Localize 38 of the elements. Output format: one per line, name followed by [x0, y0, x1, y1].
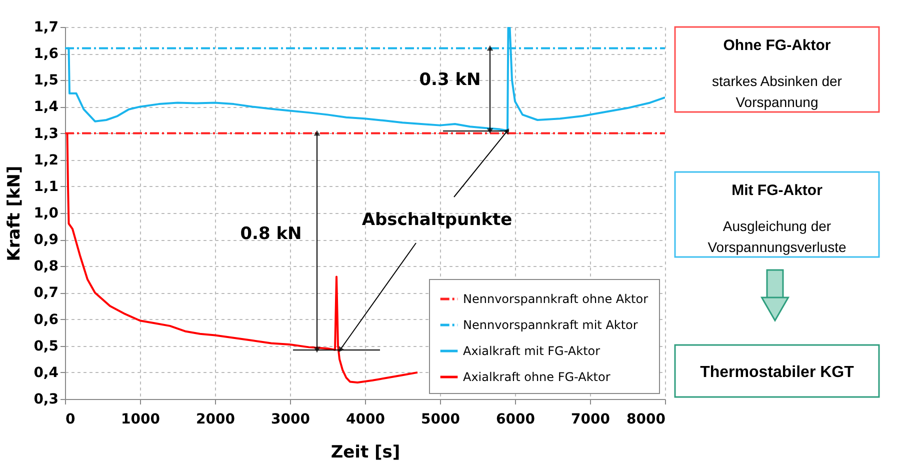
y-tick-label: 1,1 [34, 178, 58, 195]
annotation: 0.8 kN [240, 224, 302, 244]
text: Ausgleichung der Vorspannungsverluste [708, 218, 846, 255]
y-tick-label: 1,5 [34, 72, 58, 89]
y-axis-title: Kraft [kN] [4, 166, 25, 262]
x-tick-label: 3000 [271, 412, 310, 428]
x-tick-label: 4000 [346, 412, 386, 428]
y-tick-label: 1,6 [34, 46, 58, 62]
y-tick-label: 1,7 [34, 20, 58, 36]
x-tick-label: 8000 [626, 412, 666, 428]
y-tick-label: 0,8 [34, 258, 58, 275]
y-tick-label: 1,4 [34, 99, 59, 116]
legend-label: Nennvorspannkraft mit Aktor [463, 318, 638, 332]
x-tick-label: 7000 [571, 412, 610, 428]
y-tick-label: 0,3 [34, 392, 58, 408]
y-tick-label: 0,6 [34, 312, 58, 328]
text: Ohne FG-Aktor [723, 37, 831, 54]
annotation: 0.3 kN [419, 70, 481, 90]
legend-label: Nennvorspannkraft ohne Aktor [463, 292, 648, 306]
y-tick-label: 1,2 [34, 152, 58, 168]
y-tick-label: 0,7 [34, 285, 58, 302]
x-tick-label: 1000 [121, 412, 160, 428]
x-tick-label: 2000 [196, 412, 236, 428]
x-tick-label: 5000 [421, 412, 460, 428]
y-tick-label: 1,0 [34, 206, 59, 222]
legend-label: Axialkraft ohne FG-Aktor [463, 370, 610, 384]
annotation: Abschaltpunkte [362, 210, 512, 230]
text: Thermostabiler KGT [700, 364, 854, 381]
x-tick-label: 0 [66, 412, 76, 428]
y-tick-label: 0,4 [34, 364, 59, 381]
legend-label: Axialkraft mit FG-Aktor [463, 344, 600, 358]
x-axis-title: Zeit [s] [330, 442, 400, 462]
y-tick-label: 0,5 [34, 338, 58, 354]
y-tick-label: 1,3 [34, 126, 58, 142]
text: Mit FG-Aktor [732, 182, 823, 199]
x-tick-label: 6000 [496, 412, 536, 428]
y-tick-label: 0,9 [34, 232, 58, 248]
text: starkes Absinken der Vorspannung [712, 73, 842, 110]
